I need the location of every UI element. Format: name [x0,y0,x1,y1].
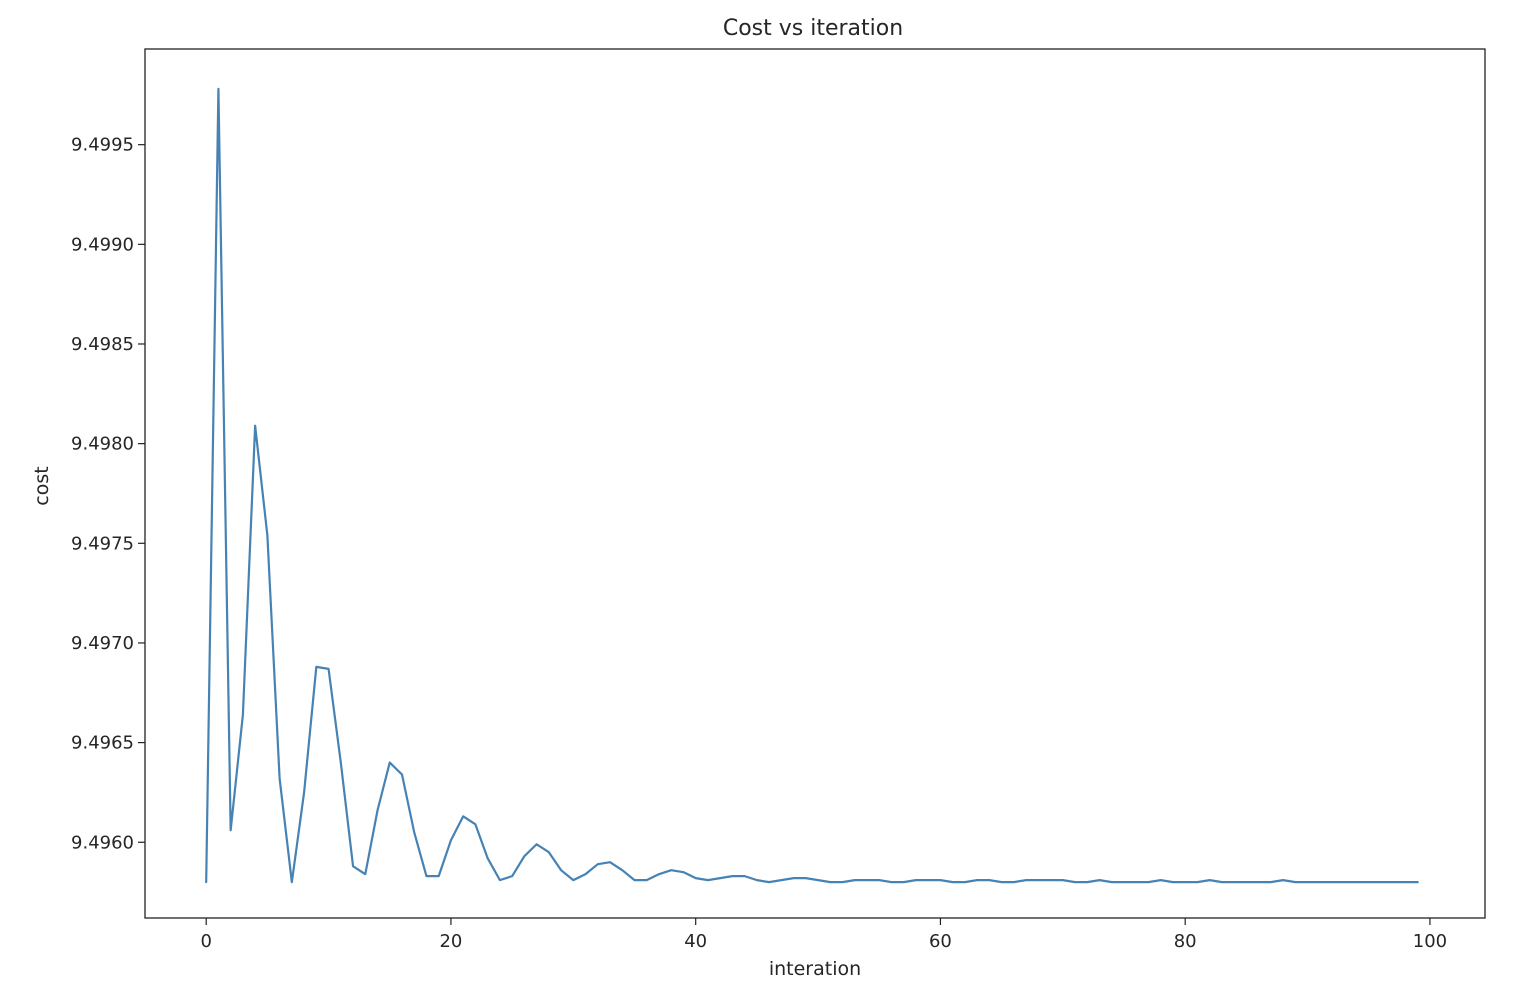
x-tick-label: 100 [1413,931,1447,952]
cost-series-line [205,87,1419,884]
y-tick-label: 9.4970 [71,633,134,654]
x-tick-label: 20 [439,931,462,952]
y-tick-label: 9.4975 [71,533,134,554]
plot-area-frame [144,48,1486,919]
x-tick-label: 0 [200,931,211,952]
x-tick-label: 40 [684,931,707,952]
chart-title: Cost vs iteration [723,16,903,41]
y-axis-ticks: 9.4960 9.4965 9.4970 9.4975 9.4980 9.4985 9.49… [71,135,145,853]
x-axis-ticks: 0 20 40 60 80 100 [200,918,1447,952]
y-tick-label: 9.4980 [71,434,134,455]
y-tick-label: 9.4995 [71,135,134,156]
y-tick-label: 9.4990 [71,234,134,255]
y-tick-label: 9.4965 [71,733,134,754]
y-axis-label: cost [31,466,53,505]
x-axis-label: interation [769,958,861,980]
y-tick-label: 9.4985 [71,334,134,355]
x-tick-label: 60 [929,931,952,952]
x-tick-label: 80 [1174,931,1197,952]
y-tick-label: 9.4960 [71,832,134,853]
